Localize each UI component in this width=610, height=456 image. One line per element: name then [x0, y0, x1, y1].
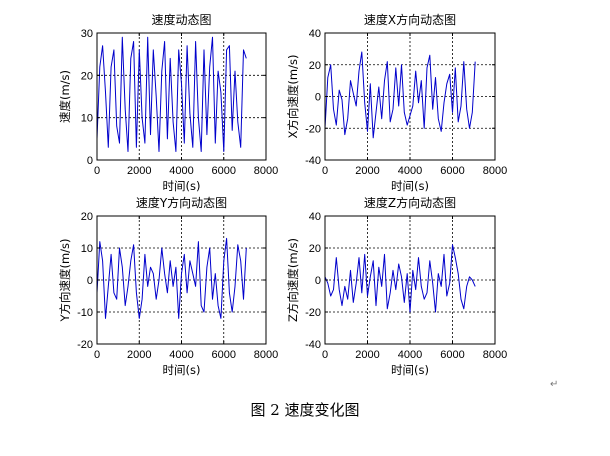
subplot-speed-z: 0 2000 4000 6000 8000 -40 -20 0 20 40 速度Z方向动态图时间(s…: [286, 195, 507, 377]
y-tick-label: -20: [77, 339, 93, 351]
y-tick-label: 20: [81, 70, 93, 82]
series-line: [324, 51, 476, 139]
chart-title: 速度X方向动态图: [364, 12, 456, 27]
x-tick-label: 4000: [398, 165, 422, 177]
figure-caption: 图 2 速度变化图: [250, 401, 360, 419]
y-tick-label: 20: [309, 60, 321, 72]
x-tick-label: 8000: [483, 349, 507, 361]
x-tick-label: 2000: [355, 165, 379, 177]
y-tick-label: 30: [81, 28, 93, 40]
y-tick-label: -20: [305, 123, 321, 135]
x-tick-label: 2000: [127, 165, 151, 177]
y-axis-label: X方向速度(m/s): [286, 55, 300, 139]
x-tick-label: 0: [94, 349, 100, 361]
series-line: [96, 237, 247, 319]
y-tick-label: 20: [309, 243, 321, 255]
chart-title: 速度Z方向动态图: [364, 195, 456, 210]
x-axis-label: 时间(s): [391, 363, 429, 377]
series-line: [96, 36, 247, 152]
y-tick-label: 0: [87, 275, 93, 287]
y-tick-label: 10: [81, 243, 93, 255]
x-tick-label: 6000: [212, 165, 236, 177]
x-axis-label: 时间(s): [163, 363, 201, 377]
x-tick-label: 0: [94, 165, 100, 177]
y-tick-label: 40: [309, 211, 321, 223]
x-tick-label: 8000: [254, 349, 278, 361]
y-tick-label: -10: [77, 307, 93, 319]
x-tick-label: 8000: [483, 165, 507, 177]
x-tick-label: 2000: [355, 349, 379, 361]
y-axis-label: 速度(m/s): [58, 70, 72, 123]
y-tick-label: -20: [305, 307, 321, 319]
chart-title: 速度动态图: [151, 12, 211, 27]
series-line: [324, 244, 476, 313]
y-tick-label: -40: [305, 339, 321, 351]
x-tick-label: 4000: [169, 349, 193, 361]
x-tick-label: 0: [322, 165, 328, 177]
subplot-speed-y: 0 2000 4000 6000 8000 -20 -10 0 10 20 速度Y方向动态图时间(s…: [58, 195, 278, 377]
y-tick-label: 0: [315, 92, 321, 104]
y-tick-label: 0: [315, 275, 321, 287]
chart-title: 速度Y方向动态图: [136, 195, 227, 210]
subplot-speed-x: 0 2000 4000 6000 8000 -40 -20 0 20 40 速度X方向动态图时间(s…: [286, 12, 507, 193]
x-tick-label: 6000: [440, 349, 464, 361]
y-tick-label: 10: [81, 113, 93, 125]
paragraph-mark: ↵: [550, 379, 559, 390]
x-tick-label: 4000: [169, 165, 193, 177]
x-tick-label: 8000: [254, 165, 278, 177]
x-tick-label: 2000: [127, 349, 151, 361]
x-tick-label: 6000: [440, 165, 464, 177]
y-tick-label: 0: [87, 155, 93, 167]
x-axis-label: 时间(s): [391, 179, 429, 193]
y-axis-label: Y方向速度(m/s): [58, 238, 72, 322]
x-tick-label: 6000: [212, 349, 236, 361]
x-tick-label: 4000: [398, 349, 422, 361]
y-tick-label: 40: [309, 28, 321, 40]
x-tick-label: 0: [322, 349, 328, 361]
y-tick-label: 20: [81, 211, 93, 223]
x-axis-label: 时间(s): [163, 179, 201, 193]
y-tick-label: -40: [305, 155, 321, 167]
y-axis-label: Z方向速度(m/s): [286, 238, 300, 322]
